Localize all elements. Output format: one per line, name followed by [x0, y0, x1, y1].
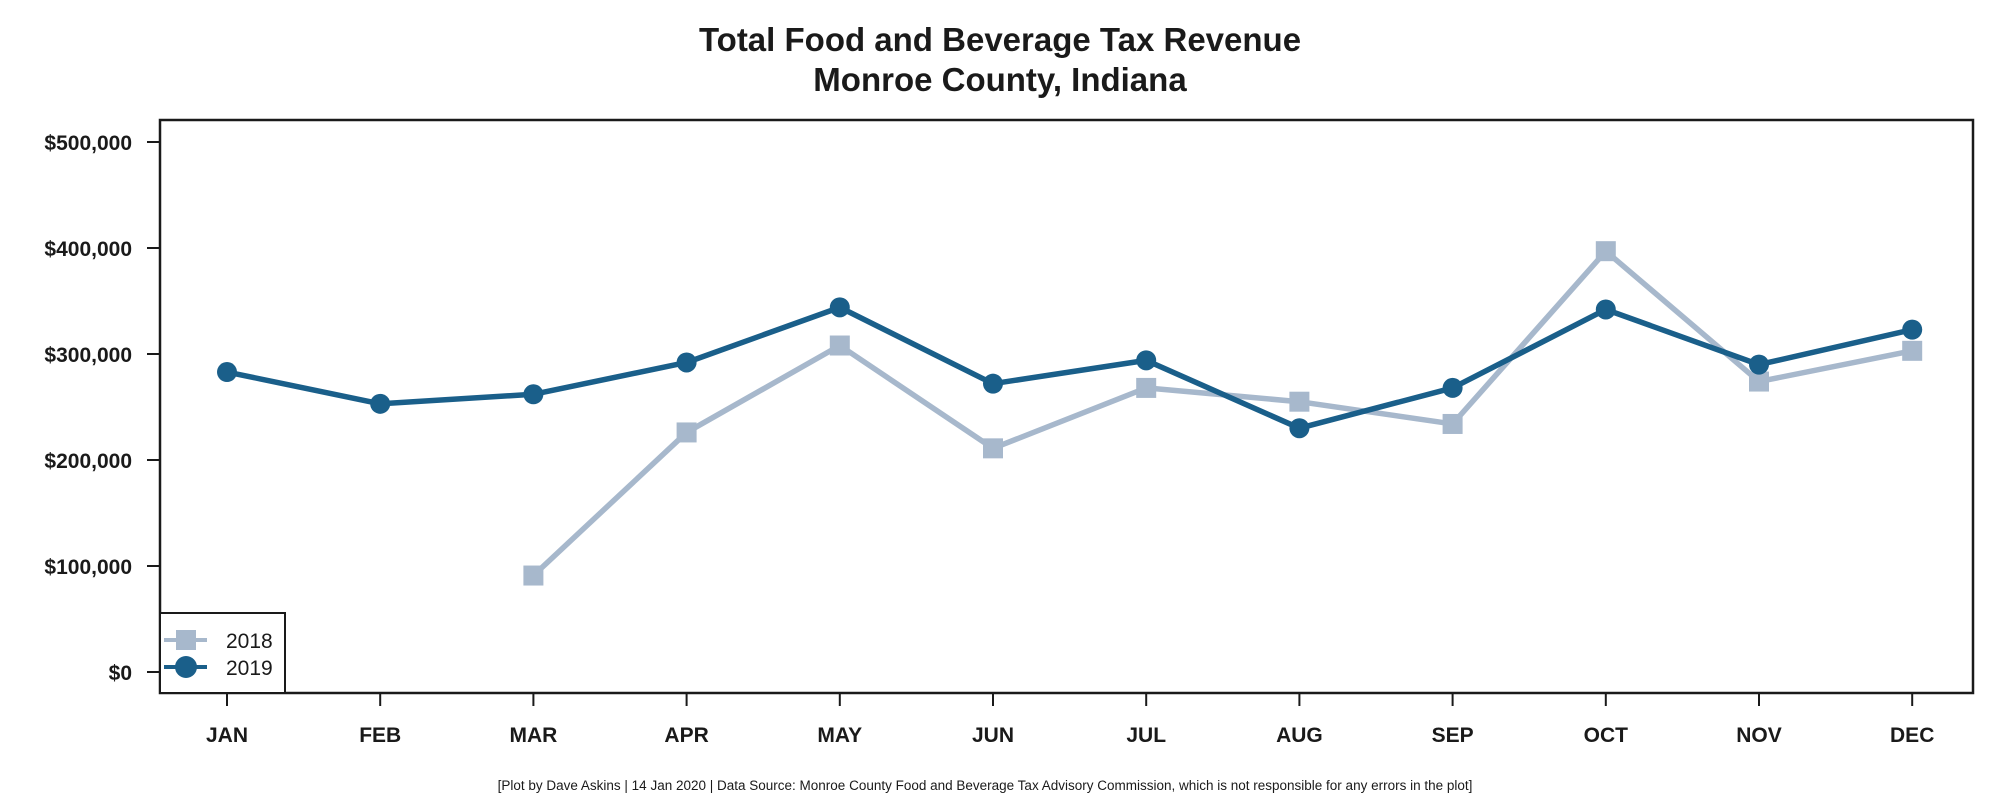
data-point-2018: [1749, 371, 1769, 392]
series-2018: [523, 241, 1923, 586]
series-line-2018: [531, 248, 1913, 578]
x-tick-label: OCT: [1584, 724, 1629, 747]
data-point-2018: [1442, 413, 1463, 434]
y-tick-label: $200,000: [44, 450, 132, 473]
data-point-2018: [523, 565, 544, 586]
x-axis: JAN FEB MAR APR MAY JUN JUL AUG SEP OCT NOV DEC: [206, 693, 1934, 747]
x-tick-label: JUL: [1126, 724, 1166, 747]
data-point-2019: [523, 384, 544, 405]
x-tick-label: DEC: [1890, 724, 1934, 747]
data-point-2019: [676, 352, 697, 373]
data-point-2018: [1136, 377, 1157, 398]
data-point-2018: [676, 422, 697, 443]
legend-item-2019: 2019: [164, 656, 273, 680]
legend-box: [159, 612, 286, 694]
series-2019: [217, 297, 1923, 439]
y-tick-label: $500,000: [44, 132, 132, 155]
legend-circle-marker-icon: [175, 656, 197, 678]
x-tick-label: MAY: [817, 724, 862, 747]
y-tick-label: $100,000: [44, 556, 132, 579]
data-point-2019: [829, 297, 850, 318]
data-point-2019: [1595, 299, 1616, 320]
data-point-2019: [1749, 354, 1769, 375]
legend-label-2019: 2019: [226, 657, 273, 680]
data-point-2018: [829, 335, 850, 356]
footnote: [Plot by Dave Askins | 14 Jan 2020 | Dat…: [498, 778, 1473, 793]
plot-area-frame: [158, 118, 1975, 695]
legend-label-2018: 2018: [226, 630, 273, 653]
data-point-2019: [217, 362, 237, 383]
data-point-2018: [1595, 241, 1616, 262]
data-point-2018: [1902, 340, 1923, 361]
legend-item-2018: 2018: [164, 630, 273, 653]
y-axis: $0 $100,000 $200,000 $300,000 $400,000 $500,0…: [44, 132, 160, 685]
y-tick-label: $400,000: [44, 238, 132, 261]
x-tick-label: JUN: [972, 724, 1014, 747]
data-point-2019: [983, 373, 1003, 394]
data-point-2019: [1902, 319, 1923, 340]
y-tick-label: $300,000: [44, 344, 132, 367]
data-point-2019: [370, 393, 391, 414]
data-point-2018: [983, 438, 1003, 459]
chart-subtitle: Monroe County, Indiana: [813, 61, 1187, 98]
data-point-2018: [1289, 391, 1310, 412]
x-tick-label: AUG: [1276, 724, 1323, 747]
x-tick-label: MAR: [509, 724, 557, 747]
data-point-2019: [1136, 350, 1157, 371]
y-tick-label: $0: [109, 662, 132, 685]
x-tick-label: FEB: [359, 724, 401, 747]
x-tick-label: SEP: [1432, 724, 1474, 747]
chart-title: Total Food and Beverage Tax Revenue: [699, 21, 1301, 58]
data-point-2019: [1442, 377, 1463, 398]
data-point-2019: [1289, 418, 1310, 439]
x-tick-label: APR: [664, 724, 708, 747]
legend-square-marker-icon: [176, 630, 196, 650]
x-tick-label: NOV: [1736, 724, 1782, 747]
series-line-2019: [226, 304, 1913, 431]
series-layer: [217, 241, 1923, 586]
legend: 2018 2019: [159, 612, 286, 694]
x-tick-label: JAN: [206, 724, 248, 747]
